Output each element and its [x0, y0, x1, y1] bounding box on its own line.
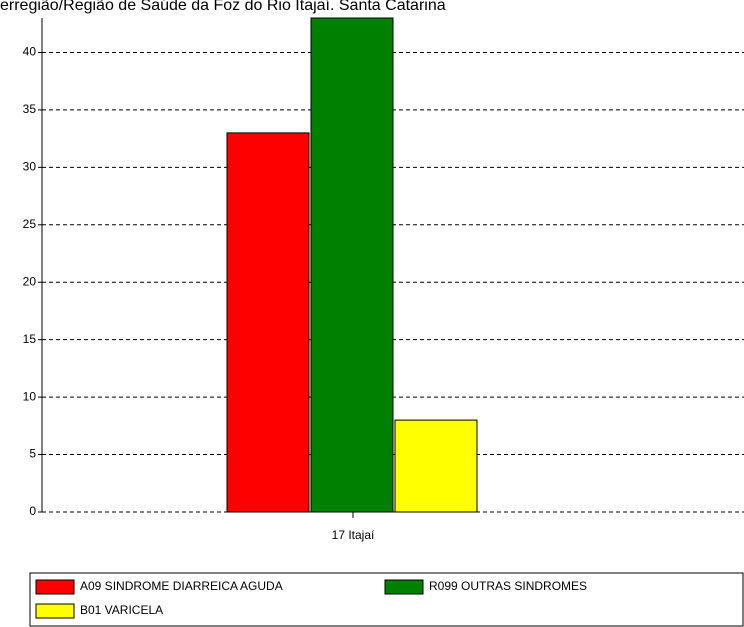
bar — [394, 419, 478, 513]
legend-label: B01 VARICELA — [80, 603, 163, 617]
y-tick-label: 35 — [23, 102, 37, 116]
legend-label: R099 OUTRAS SINDROMES — [429, 579, 587, 593]
legend-swatch — [384, 579, 424, 595]
y-tick-label: 5 — [29, 447, 36, 461]
y-tick-label: 40 — [23, 45, 37, 59]
y-tick-label: 15 — [23, 332, 37, 346]
bar — [310, 17, 394, 513]
y-tick-label: 0 — [29, 504, 36, 518]
legend-swatch — [35, 579, 75, 595]
chart-title: erregião/Região de Saúde da Foz do Rio I… — [0, 0, 446, 14]
y-tick-label: 20 — [23, 274, 37, 288]
bar — [226, 132, 310, 513]
x-tick-label: 17 Itajaí — [332, 528, 375, 542]
legend-swatch — [35, 603, 75, 619]
legend-label: A09 SINDROME DIARREICA AGUDA — [80, 579, 283, 593]
legend-box — [29, 572, 744, 627]
y-tick-label: 30 — [23, 160, 37, 174]
y-tick-label: 10 — [23, 389, 37, 403]
y-tick-label: 25 — [23, 217, 37, 231]
